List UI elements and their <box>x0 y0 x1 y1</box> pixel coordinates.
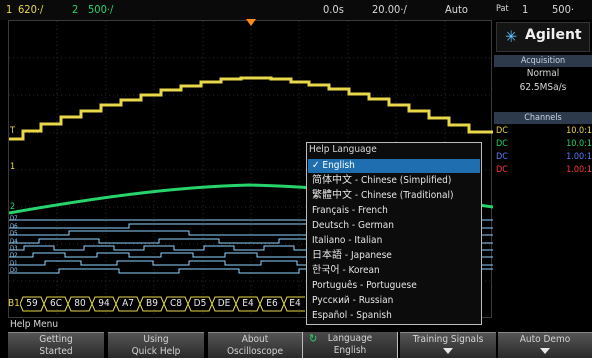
language-option-spanish[interactable]: Español - Spanish <box>312 310 392 321</box>
side-panel <box>494 20 592 318</box>
auto-demo-softkey[interactable]: Auto Demo <box>498 332 592 358</box>
bus-value: A7 <box>122 298 134 309</box>
ch1-trace <box>9 76 493 141</box>
channel-probe-ratio: 1.00:1 <box>566 152 592 162</box>
ch2-scale: 500‧/ <box>88 3 114 16</box>
channel-probe-ratio: 10.0:1 <box>566 126 592 136</box>
ch1-number: 1 <box>6 3 13 16</box>
channel-coupling: DC <box>496 126 508 136</box>
time-scale: 20.00‧/ <box>372 3 407 16</box>
bus-value: E6 <box>266 298 278 309</box>
channels-header: Channels <box>494 112 592 124</box>
bus-value: E4 <box>289 298 301 309</box>
submenu-arrow-icon <box>540 348 550 354</box>
bus-label: B1 <box>8 298 20 309</box>
language-option-english[interactable]: ✓ English <box>308 159 480 173</box>
channel-probe-ratio: 1.00:1 <box>566 165 592 175</box>
digital-label-d3: D3 <box>10 245 18 252</box>
time-delay: 0.0s <box>323 3 344 16</box>
softkey-line2: English <box>333 345 367 356</box>
ch1-ground-marker[interactable]: 1 <box>10 162 16 172</box>
bus-value: E4 <box>242 298 254 309</box>
acquisition-mode: Normal <box>526 68 560 79</box>
rotate-knob-icon: ↻ <box>309 332 318 345</box>
bus-value: 94 <box>98 298 110 309</box>
digital-label-d4: D4 <box>10 238 18 245</box>
language-softkey[interactable]: ↻ Language English <box>302 332 398 358</box>
sample-rate: 62.5MSa/s <box>519 82 567 93</box>
pattern-label: Pat <box>496 4 509 14</box>
waveform-display[interactable] <box>8 20 493 319</box>
softkey-line1: Getting <box>39 334 73 345</box>
bus-decode-shapes <box>20 296 305 312</box>
help-menu-label: Help Menu <box>10 319 59 330</box>
softkey-line1: Training Signals <box>412 334 484 345</box>
ch2-number: 2 <box>72 3 79 16</box>
digital-label-d6: D6 <box>10 223 18 230</box>
bus-value: C8 <box>169 298 182 309</box>
digital-label-d7: D7 <box>10 215 18 222</box>
training-signals-softkey[interactable]: Training Signals <box>400 332 496 358</box>
language-option-chinese-simplified[interactable]: 简体中文 - Chinese (Simplified) <box>312 175 452 186</box>
waveform-graticule <box>9 21 493 319</box>
channel-row-4: DC 1.00:1 <box>494 164 592 176</box>
softkey-line2: Oscilloscope <box>226 346 284 357</box>
language-option-japanese[interactable]: 日本語 - Japanese <box>312 250 392 261</box>
brand-name: Agilent <box>525 27 582 43</box>
bus-value: B9 <box>146 298 158 309</box>
softkey-line1: About <box>241 334 269 345</box>
language-option-german[interactable]: Deutsch - German <box>312 220 395 231</box>
bus-value: 59 <box>26 298 38 309</box>
channel-row-2: DC 10.0:1 <box>494 138 592 150</box>
language-option-chinese-traditional[interactable]: 繁體中文 - Chinese (Traditional) <box>312 190 454 201</box>
digital-label-d2: D2 <box>10 252 18 259</box>
digital-label-d0: D0 <box>10 267 18 274</box>
softkey-line1: Using <box>143 334 169 345</box>
acquisition-header: Acquisition <box>494 55 592 67</box>
submenu-arrow-icon <box>443 348 453 354</box>
about-oscilloscope-softkey[interactable]: About Oscilloscope <box>208 332 302 358</box>
brand-box: ✳ Agilent <box>496 22 590 52</box>
trigger-mode: Auto <box>445 3 468 16</box>
language-option-italian[interactable]: Italiano - Italian <box>312 235 383 246</box>
softkey-line2: Quick Help <box>131 346 181 357</box>
help-language-title: Help Language <box>309 144 377 155</box>
channel-row-1: DC 10.0:1 <box>494 125 592 137</box>
language-option-portuguese[interactable]: Português - Portuguese <box>312 280 417 291</box>
status-bar <box>0 0 592 20</box>
softkey-line1: Auto Demo <box>519 334 571 345</box>
channel-row-3: DC 1.00:1 <box>494 151 592 163</box>
trigger-level-marker[interactable]: T <box>10 126 15 136</box>
channel-coupling: DC <box>496 139 508 149</box>
pattern-value: 500‧ <box>552 3 575 16</box>
agilent-spark-icon: ✳ <box>505 27 518 46</box>
softkey-line2: Started <box>39 346 73 357</box>
softkey-line1: Language <box>327 333 373 344</box>
ch2-ground-marker[interactable]: 2 <box>10 202 16 212</box>
language-option-korean[interactable]: 한국어 - Korean <box>312 265 380 276</box>
channel-coupling: DC <box>496 152 508 162</box>
language-option-russian[interactable]: Русский - Russian <box>312 295 394 306</box>
bus-value: DE <box>217 298 231 309</box>
getting-started-softkey[interactable]: Getting Started <box>8 332 104 358</box>
ch1-scale: 620‧/ <box>18 3 44 16</box>
using-quick-help-softkey[interactable]: Using Quick Help <box>108 332 204 358</box>
pattern-number: 1 <box>522 3 529 16</box>
digital-label-d5: D5 <box>10 230 18 237</box>
channel-coupling: DC <box>496 165 508 175</box>
trigger-position-icon[interactable] <box>246 19 256 27</box>
bus-value: 80 <box>74 298 86 309</box>
bus-value: 6C <box>49 298 62 309</box>
channel-probe-ratio: 10.0:1 <box>566 139 592 149</box>
digital-label-d1: D1 <box>10 260 18 267</box>
language-option-french[interactable]: Français - French <box>312 205 388 216</box>
bus-value: D5 <box>193 298 207 309</box>
